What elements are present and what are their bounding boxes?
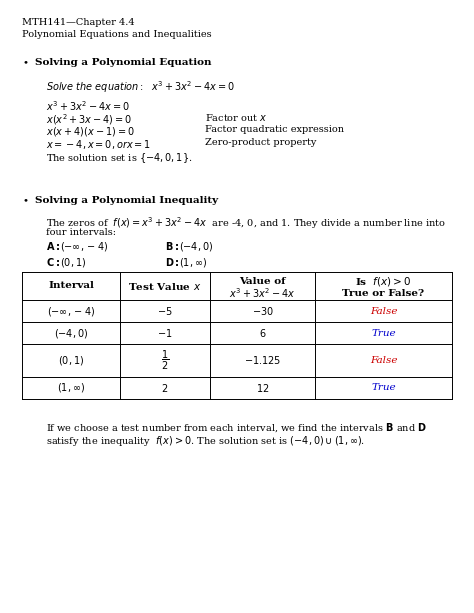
Text: True: True xyxy=(371,384,396,392)
Text: $(0, 1)$: $(0, 1)$ xyxy=(60,256,86,269)
Text: $(-4, 0)$: $(-4, 0)$ xyxy=(179,240,213,253)
Text: Test Value $x$: Test Value $x$ xyxy=(128,281,201,292)
Text: The zeros of  $f(x) = x^3 + 3x^2 - 4x$  are -4, 0, and 1. They divide a number l: The zeros of $f(x) = x^3 + 3x^2 - 4x$ ar… xyxy=(46,215,446,231)
Text: MTH141—Chapter 4.4: MTH141—Chapter 4.4 xyxy=(22,18,135,27)
Text: True or False?: True or False? xyxy=(342,289,425,297)
Text: If we choose a test number from each interval, we find the intervals $\mathbf{B}: If we choose a test number from each int… xyxy=(46,421,427,433)
Text: $6$: $6$ xyxy=(259,327,266,339)
Text: $\mathbf{D:}$: $\mathbf{D:}$ xyxy=(165,256,180,268)
Text: False: False xyxy=(370,356,397,365)
Text: $x^3 + 3x^2 - 4x$: $x^3 + 3x^2 - 4x$ xyxy=(229,286,296,300)
Text: $\mathbf{B:}$: $\mathbf{B:}$ xyxy=(165,240,179,252)
Text: $\mathbf{A:}$: $\mathbf{A:}$ xyxy=(46,240,60,252)
Text: $(-\infty, -4)$: $(-\infty, -4)$ xyxy=(47,305,95,318)
Text: Factor out $x$: Factor out $x$ xyxy=(205,112,268,123)
Text: $-1.125$: $-1.125$ xyxy=(244,354,281,367)
Text: $x^3 + 3x^2 - 4x = 0$: $x^3 + 3x^2 - 4x = 0$ xyxy=(46,99,129,113)
Text: four intervals:: four intervals: xyxy=(46,228,116,237)
Text: $(0, 1)$: $(0, 1)$ xyxy=(58,354,84,367)
Text: $x = -4, x = 0, orx = 1$: $x = -4, x = 0, orx = 1$ xyxy=(46,138,151,151)
Text: False: False xyxy=(370,306,397,316)
Text: Value of: Value of xyxy=(239,276,286,286)
Text: $-30$: $-30$ xyxy=(252,305,273,317)
Text: Solving a Polynomial Equation: Solving a Polynomial Equation xyxy=(35,58,211,67)
Text: Solving a Polynomial Inequality: Solving a Polynomial Inequality xyxy=(35,196,218,205)
Text: •: • xyxy=(22,58,28,67)
Text: •: • xyxy=(22,196,28,205)
Text: Interval: Interval xyxy=(48,281,94,291)
Text: The solution set is $\{-4, 0,1\}$.: The solution set is $\{-4, 0,1\}$. xyxy=(46,151,192,165)
Text: $-1$: $-1$ xyxy=(157,327,173,339)
Text: $x(x^2 + 3x - 4) = 0$: $x(x^2 + 3x - 4) = 0$ xyxy=(46,112,132,127)
Text: Polynomial Equations and Inequalities: Polynomial Equations and Inequalities xyxy=(22,30,211,39)
Text: Zero-product property: Zero-product property xyxy=(205,138,316,147)
Text: $(-\infty, -4)$: $(-\infty, -4)$ xyxy=(60,240,108,253)
Text: $\mathbf{C:}$: $\mathbf{C:}$ xyxy=(46,256,60,268)
Text: $12$: $12$ xyxy=(256,382,269,394)
Text: True: True xyxy=(371,329,396,338)
Text: $(-4, 0)$: $(-4, 0)$ xyxy=(54,327,88,340)
Text: Is  $f(x) > 0$: Is $f(x) > 0$ xyxy=(356,275,412,287)
Text: satisfy the inequality  $f(x) > 0$. The solution set is $(-4, 0)\cup(1, \infty)$: satisfy the inequality $f(x) > 0$. The s… xyxy=(46,434,365,448)
Text: $\dfrac{1}{2}$: $\dfrac{1}{2}$ xyxy=(161,349,169,372)
Text: $(1, \infty)$: $(1, \infty)$ xyxy=(179,256,207,269)
Text: $2$: $2$ xyxy=(161,382,169,394)
Text: $(1, \infty)$: $(1, \infty)$ xyxy=(57,381,85,395)
Text: Factor quadratic expression: Factor quadratic expression xyxy=(205,125,344,134)
Text: $x(x+4)(x-1) = 0$: $x(x+4)(x-1) = 0$ xyxy=(46,125,135,138)
Text: $-5$: $-5$ xyxy=(157,305,173,317)
Text: $\it{Solve\ the\ equation:}$  $x^3 + 3x^2 - 4x = 0$: $\it{Solve\ the\ equation:}$ $x^3 + 3x^2… xyxy=(46,79,235,95)
